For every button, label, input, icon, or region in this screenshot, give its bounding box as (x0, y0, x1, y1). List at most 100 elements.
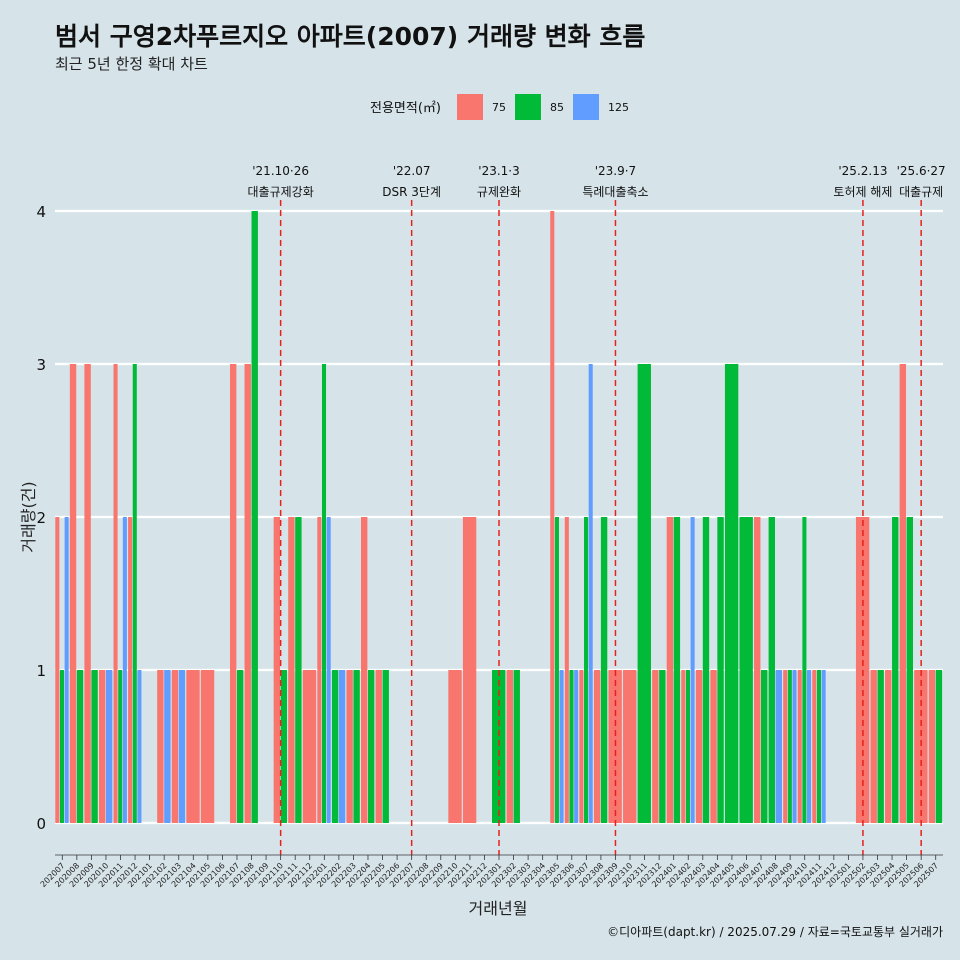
bar-202203-75 (346, 670, 353, 823)
x-axis-title: 거래년월 (469, 899, 528, 918)
bar-202110-85 (280, 670, 288, 823)
event-label-3: 특례대출축소 (582, 185, 648, 199)
bar-202307-85 (584, 517, 589, 823)
bar-202311-85 (637, 364, 651, 823)
legend-label-125: 125 (608, 101, 629, 114)
event-label-0: 대출규제강화 (248, 185, 314, 199)
bar-202012-75 (128, 517, 133, 823)
bar-202110-75 (273, 517, 281, 823)
bar-202108-75 (244, 364, 251, 823)
bar-202410-85 (802, 517, 807, 823)
bar-202408-125 (775, 670, 782, 823)
bar-202010-125 (105, 670, 113, 823)
bar-202404-85 (717, 517, 724, 823)
bar-202308-85 (600, 517, 608, 823)
legend-swatch-75 (457, 94, 483, 120)
bar-202205-75 (375, 670, 382, 823)
bar-202306-85 (569, 670, 574, 823)
y-tick-3: 3 (36, 356, 46, 374)
bar-202103-75 (171, 670, 179, 823)
bar-202503-85 (877, 670, 884, 823)
bar-202012-85 (132, 364, 137, 823)
legend-label-75: 75 (492, 101, 506, 114)
bar-202201-85 (321, 364, 327, 823)
bar-202202-85 (331, 670, 339, 823)
bar-202306-125 (574, 670, 579, 823)
legend-label-85: 85 (550, 101, 564, 114)
event-date-1: '22.07 (393, 164, 431, 178)
bar-202505-85 (906, 517, 913, 823)
bar-202007-75 (55, 517, 60, 823)
bar-202506-75 (914, 670, 928, 823)
event-date-4: '25.2.13 (838, 164, 887, 178)
bar-202201-75 (317, 517, 322, 823)
bar-202404-75 (710, 670, 717, 823)
bar-202307-75 (579, 670, 584, 823)
bar-202204-75 (361, 517, 368, 823)
bar-202007-85 (59, 670, 65, 823)
event-markers: '21.10·26 대출규제강화 '22.07 DSR 3단계 '23.1·3 규제완화 '… (248, 164, 946, 855)
bar-202504-75 (885, 670, 892, 823)
legend: 전용면적(㎡) 75 85 125 (370, 94, 629, 120)
legend-swatch-85 (515, 94, 541, 120)
bar-202011-85 (118, 670, 123, 823)
bar-202007-125 (64, 517, 69, 823)
event-date-5: '25.6·27 (897, 164, 946, 178)
bar-202202-125 (338, 670, 346, 823)
bar-202403-75 (695, 670, 703, 823)
bar-202307-125 (588, 364, 593, 823)
y-tick-2: 2 (36, 509, 46, 527)
bar-202408-85 (768, 517, 775, 823)
bar-202410-75 (797, 670, 802, 823)
bar-202302-75 (506, 670, 513, 823)
bar-202009-75 (84, 364, 91, 823)
bar-202310-75 (623, 670, 637, 823)
bar-202211-75 (462, 517, 477, 823)
legend-title: 전용면적(㎡) (370, 101, 441, 116)
bar-202011-75 (113, 364, 118, 823)
bar-202107-75 (229, 364, 237, 823)
bar-202105-75 (200, 670, 215, 823)
bar-202410-125 (807, 670, 812, 823)
bar-202312-75 (652, 670, 659, 823)
bar-202403-85 (702, 517, 710, 823)
bar-202504-85 (892, 517, 899, 823)
bar-202305-85 (554, 517, 559, 823)
event-date-0: '21.10·26 (252, 164, 309, 178)
bar-202104-75 (186, 670, 200, 823)
bar-202012-125 (137, 670, 142, 823)
bar-202312-85 (659, 670, 666, 823)
bar-202008-75 (69, 364, 77, 823)
bars (55, 211, 943, 823)
event-date-3: '23.9·7 (595, 164, 636, 178)
bar-202507-75 (928, 670, 936, 823)
bar-202205-85 (382, 670, 389, 823)
bar-202409-125 (792, 670, 797, 823)
bar-202302-85 (513, 670, 520, 823)
caption: ©디아파트(dapt.kr) / 2025.07.29 / 자료=국토교통부 실… (607, 925, 943, 939)
y-axis-title: 거래량(건) (19, 481, 38, 552)
bar-202011-125 (122, 517, 127, 823)
event-label-5: 대출규제 (899, 185, 943, 199)
bar-202407-75 (754, 517, 761, 823)
x-axis: 2020072020082020092020102020112020122021… (39, 854, 943, 889)
bar-202309-75 (608, 670, 622, 823)
bar-202401-85 (673, 517, 681, 823)
bar-202102-75 (157, 670, 164, 823)
bar-202406-85 (739, 517, 753, 823)
bar-202108-85 (251, 211, 258, 823)
chart-title: 범서 구영2차푸르지오 아파트(2007) 거래량 변화 흐름 (55, 22, 645, 51)
event-label-4: 토허제 해제 (833, 185, 892, 199)
bar-202411-125 (821, 670, 826, 823)
bar-202009-85 (91, 670, 98, 823)
y-tick-4: 4 (36, 203, 46, 221)
bar-202402-75 (681, 670, 686, 823)
bar-202111-85 (295, 517, 302, 823)
bar-202301-85 (492, 670, 506, 823)
bar-202505-75 (899, 364, 907, 823)
bar-202102-125 (164, 670, 171, 823)
legend-swatch-125 (573, 94, 599, 120)
bar-202405-85 (724, 364, 739, 823)
bar-202210-75 (448, 670, 462, 823)
